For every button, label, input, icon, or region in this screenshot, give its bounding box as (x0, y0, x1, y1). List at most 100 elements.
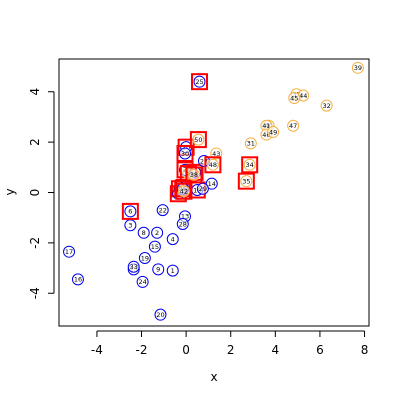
data-point: 32 (320, 99, 333, 112)
y-axis: -4 -2 0 2 4 (28, 88, 55, 299)
point-label: 15 (151, 243, 159, 251)
point-marker (156, 204, 169, 217)
point-label: 17 (65, 248, 73, 256)
data-point: 45 (288, 92, 301, 105)
points-layer: 1234567891011121314151617181920212223242… (63, 61, 364, 321)
point-label: 49 (269, 128, 277, 136)
point-label: 34 (246, 161, 254, 169)
point-marker (192, 133, 205, 146)
highlight-box (241, 156, 259, 174)
point-label: 2 (155, 229, 159, 237)
point-marker (196, 182, 209, 195)
point-label: 45 (290, 94, 298, 102)
point-label: 22 (159, 206, 167, 214)
data-point: 1 (166, 264, 179, 277)
point-label: 24 (138, 278, 146, 286)
point-marker (154, 308, 167, 321)
point-label: 9 (156, 266, 160, 274)
point-marker (288, 92, 301, 105)
point-label: 3 (128, 222, 132, 230)
point-marker (138, 251, 151, 264)
point-marker (166, 233, 179, 246)
x-tick-label: 4 (272, 343, 280, 357)
y-tick-label: 0 (28, 189, 42, 197)
data-point: 34 (241, 156, 259, 174)
point-label: 30 (181, 150, 189, 158)
point-label: 14 (208, 180, 216, 188)
point-marker (287, 119, 300, 132)
data-point: 42 (175, 182, 193, 200)
point-marker (240, 175, 253, 188)
x-axis: -4 -2 0 2 4 6 8 (91, 330, 369, 357)
data-point: 49 (267, 126, 280, 139)
point-marker (137, 226, 150, 239)
data-point: 17 (63, 245, 76, 258)
point-label: 28 (179, 220, 187, 228)
point-label: 47 (289, 122, 297, 130)
point-label: 8 (142, 229, 146, 237)
data-point: 38 (185, 166, 203, 184)
data-point: 24 (136, 275, 149, 288)
x-tick-label: -4 (91, 343, 103, 357)
point-marker (193, 75, 206, 88)
point-label: 19 (141, 254, 149, 262)
data-point: 3 (124, 219, 137, 232)
point-marker (210, 147, 223, 160)
point-label: 42 (180, 188, 188, 196)
highlight-box (121, 202, 139, 220)
x-tick-label: 0 (182, 343, 190, 357)
point-label: 6 (128, 208, 132, 216)
point-marker (351, 61, 364, 74)
data-point: 35 (237, 172, 255, 190)
point-label: 35 (242, 177, 250, 185)
data-point: 4 (166, 233, 179, 246)
point-label: 13 (181, 213, 189, 221)
point-marker (206, 158, 219, 171)
point-label: 27 (200, 157, 208, 165)
x-tick-label: 2 (227, 343, 235, 357)
data-point: 43 (210, 147, 223, 160)
point-marker (166, 264, 179, 277)
point-marker (177, 185, 190, 198)
point-label: 43 (212, 150, 220, 158)
data-point: 15 (148, 240, 161, 253)
data-point: 48 (204, 156, 222, 174)
point-label: 50 (194, 136, 202, 144)
point-marker (267, 126, 280, 139)
point-label: 38 (190, 171, 198, 179)
data-point: 39 (351, 61, 364, 74)
point-label: 21 (174, 190, 182, 198)
point-label: 4 (171, 235, 175, 243)
data-point: 28 (176, 217, 189, 230)
point-marker (320, 99, 333, 112)
y-tick-label: 4 (28, 88, 42, 96)
point-label: 16 (74, 276, 82, 284)
data-point: 16 (71, 273, 84, 286)
point-marker (124, 205, 137, 218)
y-axis-label: y (3, 188, 17, 195)
y-tick-label: -4 (28, 287, 42, 299)
point-marker (205, 177, 218, 190)
point-marker (179, 147, 192, 160)
point-label: 10 (182, 143, 190, 151)
data-point: 19 (138, 251, 151, 264)
highlight-box (189, 131, 207, 149)
point-marker (243, 158, 256, 171)
point-marker (136, 275, 149, 288)
highlight-box (185, 166, 203, 184)
point-marker (71, 273, 84, 286)
data-point: 31 (244, 137, 257, 150)
point-label: 44 (299, 92, 307, 100)
data-point: 8 (137, 226, 150, 239)
y-tick-label: -2 (28, 237, 42, 249)
data-point: 25 (191, 73, 209, 91)
data-point: 14 (205, 177, 218, 190)
point-marker (176, 217, 189, 230)
data-point: 22 (156, 204, 169, 217)
data-point: 50 (189, 131, 207, 149)
point-label: 29 (199, 185, 207, 193)
x-tick-label: 8 (361, 343, 369, 357)
x-tick-label: 6 (316, 343, 324, 357)
